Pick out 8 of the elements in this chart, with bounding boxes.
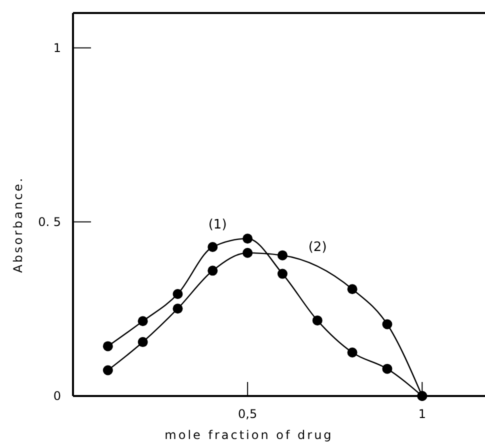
y-axis-title: Absorbance. (11, 176, 25, 273)
x-axis-title: mole fraction of drug (164, 428, 334, 442)
series-label: (1) (208, 218, 227, 233)
y-tick-label: 1 (53, 41, 61, 56)
series-label: (2) (308, 240, 327, 255)
y-tick-label: 0 (53, 389, 61, 404)
x-tick-label: 0,5 (238, 407, 258, 421)
y-tick-label: 0. 5 (38, 215, 61, 230)
